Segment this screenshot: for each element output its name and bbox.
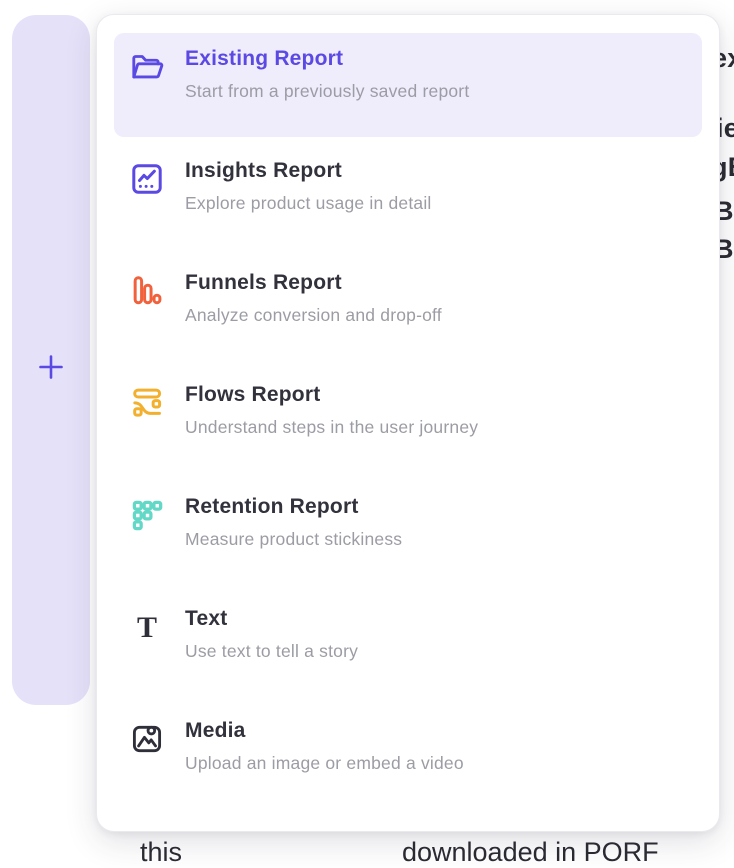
text-icon: T: [128, 608, 166, 646]
add-report-menu: Existing Report Start from a previously …: [96, 14, 720, 832]
menu-item-text: Insights Report Explore product usage in…: [185, 158, 432, 214]
menu-item-subtitle: Understand steps in the user journey: [185, 417, 479, 438]
media-image-icon: [128, 720, 166, 758]
background-text-fragment: this: [140, 837, 183, 867]
menu-item-title: Text: [185, 607, 228, 630]
menu-item-text-block[interactable]: T Text Use text to tell a story: [114, 593, 702, 697]
menu-item-funnels-report[interactable]: Funnels Report Analyze conversion and dr…: [114, 257, 702, 361]
menu-item-title: Media: [185, 719, 246, 742]
menu-item-text: Funnels Report Analyze conversion and dr…: [185, 270, 442, 326]
menu-item-subtitle: Start from a previously saved report: [185, 81, 470, 102]
menu-item-title: Insights Report: [185, 159, 343, 182]
menu-item-title: Funnels Report: [185, 271, 342, 294]
menu-item-text: Text Use text to tell a story: [185, 606, 358, 662]
menu-item-subtitle: Measure product stickiness: [185, 529, 403, 550]
menu-item-title: Existing Report: [185, 47, 344, 70]
background-text-fragment: downloaded in PORF: [402, 837, 659, 867]
menu-item-insights-report[interactable]: Insights Report Explore product usage in…: [114, 145, 702, 249]
menu-item-title: Flows Report: [185, 383, 321, 406]
sankey-flow-icon: [128, 384, 166, 422]
line-chart-icon: [128, 160, 166, 198]
background-text-fragment: ie: [716, 113, 734, 143]
menu-item-text: Existing Report Start from a previously …: [185, 46, 469, 102]
menu-item-text: Media Upload an image or embed a video: [185, 718, 464, 774]
add-content-button[interactable]: [31, 347, 71, 387]
menu-item-media[interactable]: Media Upload an image or embed a video: [114, 705, 702, 809]
menu-item-subtitle: Upload an image or embed a video: [185, 753, 464, 774]
menu-item-existing-report[interactable]: Existing Report Start from a previously …: [114, 33, 702, 137]
menu-item-text: Flows Report Understand steps in the use…: [185, 382, 478, 438]
retention-grid-icon: [128, 496, 166, 534]
menu-item-title: Retention Report: [185, 495, 359, 518]
menu-item-flows-report[interactable]: Flows Report Understand steps in the use…: [114, 369, 702, 473]
menu-item-subtitle: Analyze conversion and drop-off: [185, 305, 442, 326]
menu-item-text: Retention Report Measure product stickin…: [185, 494, 402, 550]
funnel-bars-icon: [128, 272, 166, 310]
menu-item-retention-report[interactable]: Retention Report Measure product stickin…: [114, 481, 702, 585]
plus-icon: [36, 352, 66, 382]
svg-text:T: T: [137, 611, 157, 644]
open-folder-icon: [128, 48, 166, 86]
menu-item-subtitle: Use text to tell a story: [185, 641, 359, 662]
menu-item-subtitle: Explore product usage in detail: [185, 193, 432, 214]
add-content-column: [12, 15, 90, 705]
